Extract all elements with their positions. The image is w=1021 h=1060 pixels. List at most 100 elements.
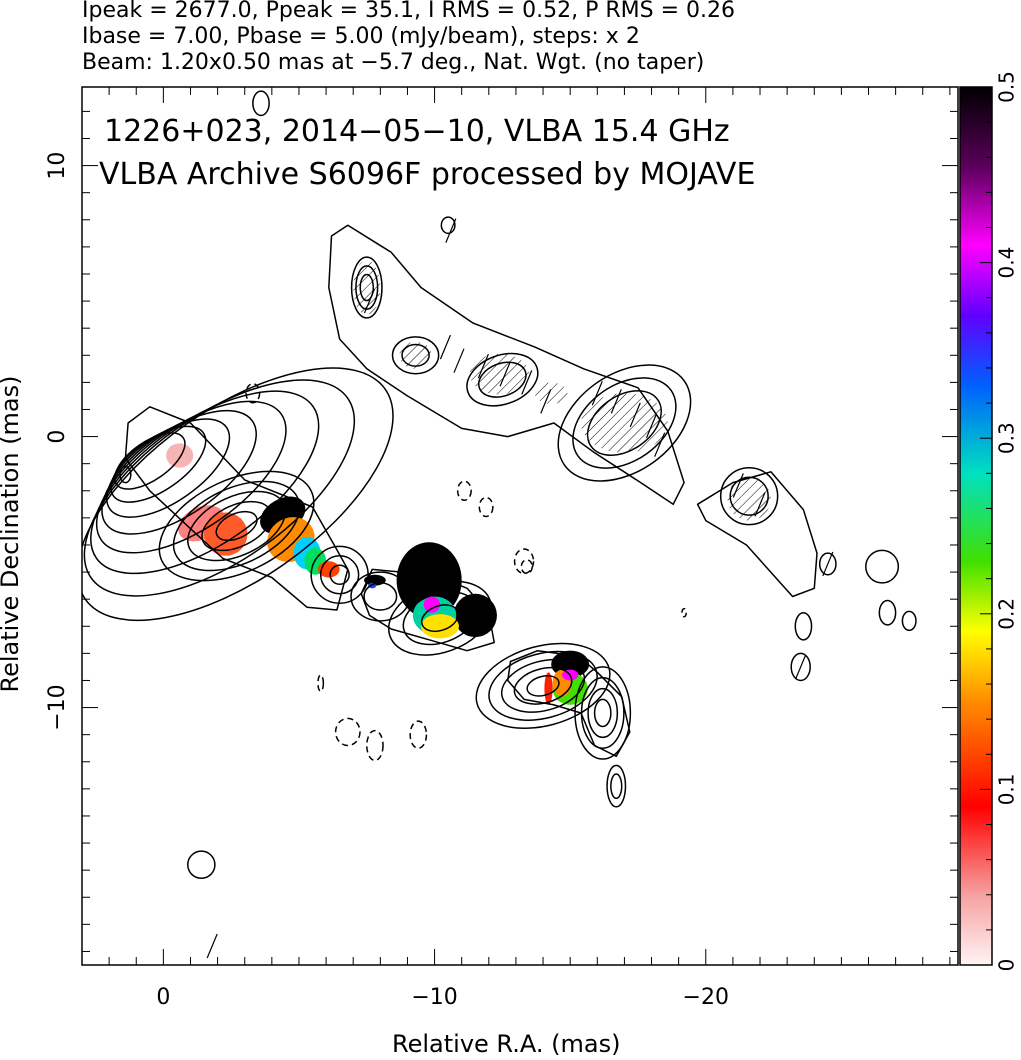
evpa-tick bbox=[363, 288, 376, 314]
evpa-tick bbox=[645, 413, 658, 438]
jet-contour bbox=[901, 610, 917, 632]
negative-contour bbox=[478, 496, 494, 518]
core-contour bbox=[101, 409, 257, 535]
jet-contour bbox=[401, 343, 430, 367]
x-tick-label: 0 bbox=[156, 985, 170, 1010]
evpa-tick bbox=[754, 492, 766, 517]
jet-contour bbox=[187, 490, 287, 562]
outer-contour bbox=[124, 406, 349, 611]
hatched-regions-layer bbox=[353, 260, 771, 521]
jet-contour bbox=[355, 265, 379, 310]
jet-contour bbox=[865, 549, 900, 584]
evpa-tick bbox=[521, 370, 533, 395]
colorbar-tick-label: 0 bbox=[995, 959, 1019, 972]
core-contour bbox=[95, 400, 287, 554]
y-tick-label: −10 bbox=[45, 684, 70, 730]
jet-contour bbox=[420, 604, 460, 633]
colorbar: 0 0.1 0.2 0.3 0.4 0.5 bbox=[959, 71, 1019, 972]
axes-layer: 0 −10 −20 10 0 −10 bbox=[45, 86, 959, 1010]
jet-contour bbox=[610, 773, 623, 800]
outer-contour bbox=[328, 224, 685, 506]
jet-contour bbox=[719, 466, 779, 526]
hatched-region bbox=[399, 341, 432, 369]
jet-contour bbox=[572, 377, 677, 469]
negative-contour bbox=[681, 607, 688, 618]
jet-contour bbox=[587, 687, 619, 739]
y-axis-label: Relative Declination (mas) bbox=[0, 375, 24, 693]
jet-contour bbox=[526, 675, 560, 697]
evpa-tick bbox=[654, 432, 666, 457]
chart-title: 1226+023, 2014−05−10, VLBA 15.4 GHz bbox=[104, 114, 730, 149]
polarization-blob bbox=[421, 614, 459, 639]
y-tick-label: 0 bbox=[45, 430, 70, 444]
outer-contour bbox=[696, 471, 818, 598]
evpa-tick bbox=[732, 473, 744, 498]
outer-contour bbox=[360, 568, 495, 652]
hatched-region bbox=[727, 477, 771, 521]
negative-contour bbox=[366, 729, 384, 762]
jet-contour bbox=[593, 698, 612, 728]
evpa-tick bbox=[499, 362, 511, 387]
evpa-layer bbox=[206, 218, 834, 959]
jet-contour bbox=[187, 850, 216, 880]
colorbar-tick-label: 0.5 bbox=[995, 71, 1019, 103]
jet-contour bbox=[215, 510, 258, 542]
negative-contour bbox=[513, 548, 535, 575]
jet-contour bbox=[391, 336, 440, 375]
colorbar-tick-label: 0.1 bbox=[995, 773, 1019, 805]
jet-contour bbox=[363, 582, 398, 611]
jet-contour bbox=[475, 642, 611, 729]
core-contour bbox=[106, 418, 231, 518]
x-tick-label: −10 bbox=[411, 985, 457, 1010]
evpa-tick bbox=[439, 334, 451, 360]
jet-contour bbox=[402, 591, 478, 646]
contour-layer bbox=[82, 90, 917, 880]
polarization-blob bbox=[423, 596, 440, 613]
jet-contour bbox=[359, 273, 375, 302]
core-contour bbox=[110, 425, 207, 503]
jet-contour bbox=[350, 256, 383, 319]
colorbar-tick-label: 0.4 bbox=[995, 247, 1019, 279]
jet-contour bbox=[201, 500, 272, 552]
jet-contour bbox=[513, 666, 573, 705]
header-line-1: Ipeak = 2677.0, Ppeak = 35.1, I RMS = 0.… bbox=[82, 0, 735, 23]
negative-contour bbox=[456, 480, 472, 502]
jet-contour bbox=[252, 90, 270, 117]
evpa-tick bbox=[629, 402, 641, 428]
jet-contour bbox=[557, 364, 692, 482]
jet-contour bbox=[500, 658, 586, 713]
polarization-layer bbox=[166, 443, 590, 705]
jet-contour bbox=[387, 580, 493, 656]
colorbar-scale bbox=[959, 86, 993, 966]
evpa-tick bbox=[206, 933, 218, 959]
negative-contour bbox=[520, 559, 533, 575]
evpa-tick bbox=[477, 353, 489, 379]
negative-contour bbox=[245, 382, 261, 404]
jet-contour bbox=[158, 470, 315, 582]
jet-contour bbox=[606, 764, 627, 808]
core-contour bbox=[82, 367, 394, 622]
evpa-tick bbox=[445, 218, 457, 243]
evpa-tick bbox=[591, 380, 603, 406]
header-line-2: Ibase = 7.00, Pbase = 5.00 (mJy/beam), s… bbox=[82, 24, 640, 49]
evpa-tick bbox=[540, 389, 552, 414]
jet-contour bbox=[466, 352, 539, 407]
outer-contour bbox=[507, 649, 631, 758]
evpa-tick bbox=[795, 654, 807, 680]
chart-subtitle: VLBA Archive S6096F processed by MOJAVE bbox=[99, 157, 755, 192]
header-line-3: Beam: 1.20x0.50 mas at −5.7 deg., Nat. W… bbox=[82, 50, 705, 75]
hatched-region bbox=[469, 353, 530, 395]
jet-contour bbox=[478, 361, 527, 398]
jet-contour bbox=[440, 216, 456, 235]
evpa-tick bbox=[610, 389, 622, 414]
evpa-tick bbox=[822, 551, 834, 577]
colorbar-tick-label: 0.3 bbox=[995, 422, 1019, 454]
plot-frame bbox=[81, 86, 959, 966]
polarization-blob bbox=[544, 672, 553, 705]
core-contour bbox=[83, 379, 356, 597]
hatched-region bbox=[353, 260, 381, 315]
jet-contour bbox=[794, 611, 813, 641]
negative-contour bbox=[409, 720, 428, 749]
jet-contour bbox=[878, 599, 897, 626]
